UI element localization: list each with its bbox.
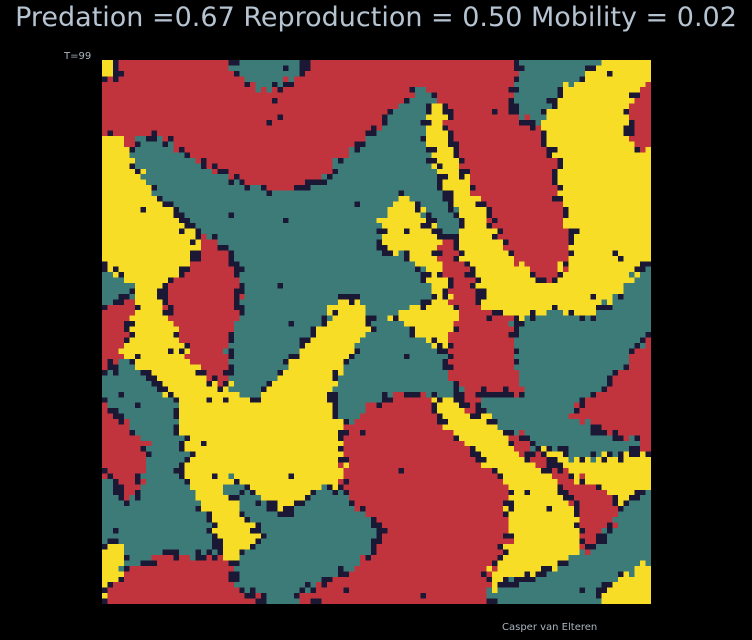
- parameters-title: Predation =0.67 Reproduction = 0.50 Mobi…: [15, 2, 737, 33]
- time-step-label: T=99: [64, 51, 92, 62]
- author-credit: Casper van Elteren: [502, 622, 598, 633]
- lattice-grid: [102, 60, 651, 604]
